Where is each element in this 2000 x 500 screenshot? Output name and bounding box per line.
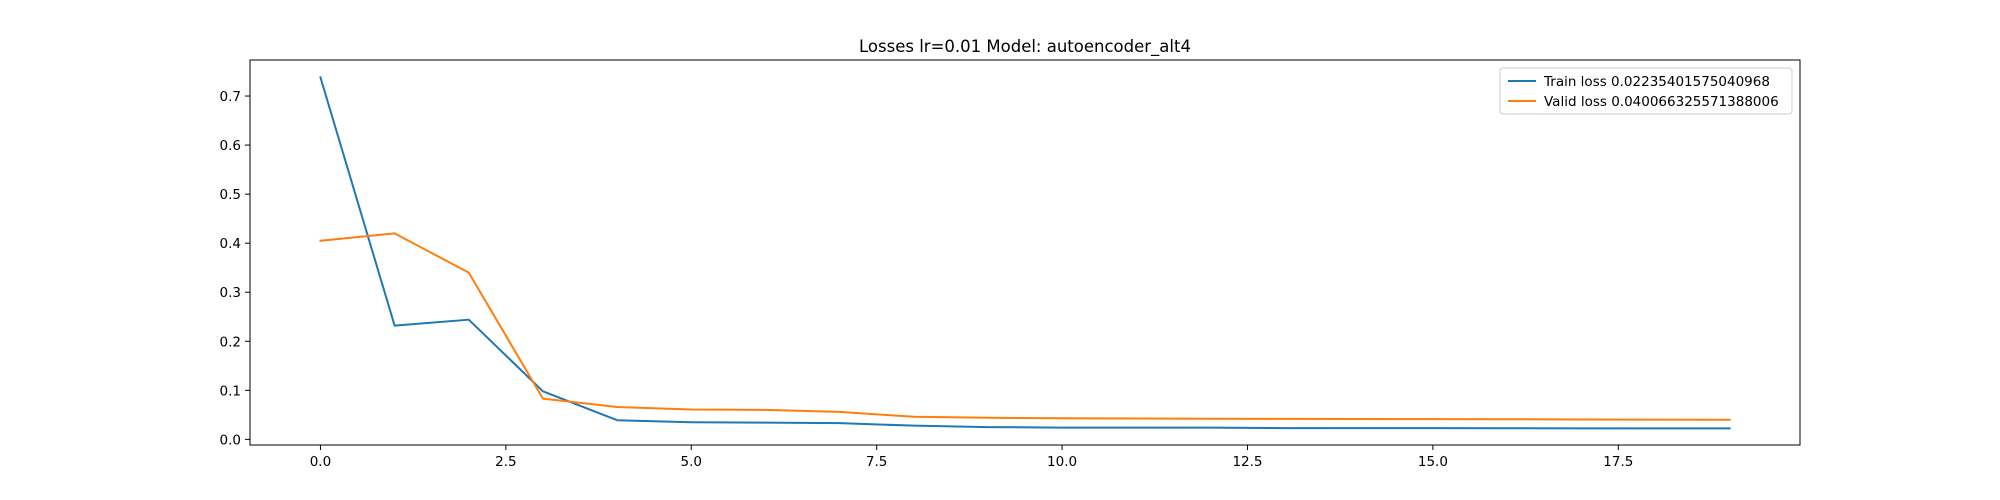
y-tick-label: 0.0 bbox=[220, 432, 241, 448]
y-tick-label: 0.1 bbox=[220, 383, 241, 399]
x-tick-label: 15.0 bbox=[1418, 454, 1448, 470]
y-tick-label: 0.3 bbox=[220, 285, 241, 301]
legend-label-train-loss: Train loss 0.02235401575040968 bbox=[1543, 74, 1770, 90]
legend: Train loss 0.02235401575040968 Valid loss… bbox=[1499, 67, 1793, 115]
axes-frame bbox=[249, 59, 1801, 446]
y-tick-label: 0.7 bbox=[220, 89, 241, 105]
plot-area: 0.0 2.5 5.0 7.5 10.0 12.5 15.0 17.5 0.0 0.1 0.2 0.3… bbox=[220, 59, 1801, 470]
x-tick-label: 2.5 bbox=[495, 454, 516, 470]
y-tick-label: 0.4 bbox=[220, 236, 241, 252]
chart-title: Losses lr=0.01 Model: autoencoder_alt4 bbox=[859, 37, 1191, 57]
series-line-train-loss bbox=[319, 76, 1731, 430]
y-tick-label: 0.5 bbox=[220, 187, 241, 203]
legend-box bbox=[1499, 67, 1793, 115]
x-tick-label: 5.0 bbox=[681, 454, 702, 470]
y-tick-label: 0.6 bbox=[220, 138, 241, 154]
x-tick-label: 12.5 bbox=[1232, 454, 1262, 470]
x-tick-label: 10.0 bbox=[1047, 454, 1077, 470]
x-tick-label: 7.5 bbox=[866, 454, 887, 470]
y-tick-label: 0.2 bbox=[220, 334, 241, 350]
legend-label-valid-loss: Valid loss 0.040066325571388006 bbox=[1544, 94, 1779, 110]
series-line-valid-loss bbox=[319, 232, 1731, 421]
x-tick-label: 0.0 bbox=[310, 454, 331, 470]
x-tick-label: 17.5 bbox=[1603, 454, 1633, 470]
